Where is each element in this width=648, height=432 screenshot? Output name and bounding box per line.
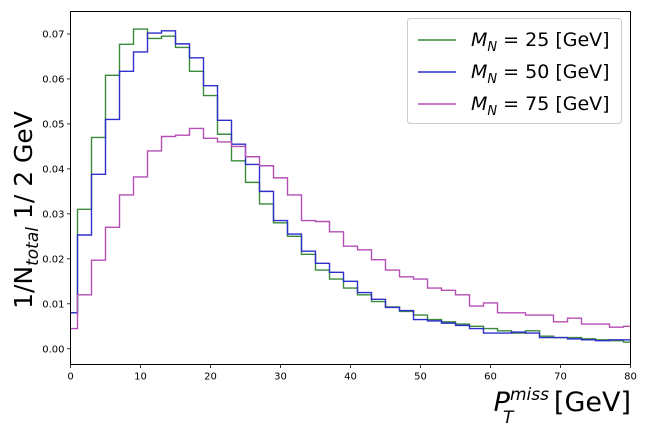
x-axis-label: Pmiss T [GeV] xyxy=(494,385,631,428)
y-tick-label-0.06: 0.06 xyxy=(42,74,64,85)
legend-label-mn50: MN = 50 [GeV] xyxy=(471,61,610,87)
legend-label-mn75: MN = 75 [GeV] xyxy=(471,93,610,119)
series-layer xyxy=(70,28,631,343)
y-tick-label-0.02: 0.02 xyxy=(42,254,64,265)
x-tick-label-10: 10 xyxy=(134,372,147,383)
legend-entry-mn50: MN = 50 [GeV] xyxy=(418,61,610,87)
x-tick-label-30: 30 xyxy=(274,372,287,383)
legend-box xyxy=(407,18,622,124)
x-tick-label-0: 0 xyxy=(67,372,73,383)
y-tick-label-0.07: 0.07 xyxy=(42,29,64,40)
x-tick-label-60: 60 xyxy=(484,372,497,383)
y-axis-label: 1/Ntotal 1/ 2 GeV xyxy=(9,111,43,309)
y-tick-label-0.00: 0.00 xyxy=(42,344,64,355)
legend-entry-mn25: MN = 25 [GeV] xyxy=(418,29,610,55)
y-tick-label-0.01: 0.01 xyxy=(42,299,64,310)
legend-entry-mn75: MN = 75 [GeV] xyxy=(418,93,610,119)
x-tick-label-40: 40 xyxy=(344,372,357,383)
x-tick-label-50: 50 xyxy=(414,372,427,383)
legend: MN = 25 [GeV] MN = 50 [GeV] MN = 75 [GeV… xyxy=(407,18,622,124)
series-line-2 xyxy=(70,127,631,330)
legend-label-mn25: MN = 25 [GeV] xyxy=(471,29,610,55)
x-tick-label-70: 70 xyxy=(554,372,567,383)
x-axis: 0 10 20 30 40 50 60 70 80 xyxy=(67,364,637,383)
y-tick-label-0.04: 0.04 xyxy=(42,164,64,175)
y-axis: 0.00 0.01 0.02 0.03 0.04 0.05 0.06 0.07 xyxy=(42,29,71,355)
y-tick-label-0.05: 0.05 xyxy=(42,119,64,130)
series-line-0 xyxy=(70,28,631,343)
x-tick-label-20: 20 xyxy=(204,372,217,383)
x-tick-label-80: 80 xyxy=(624,372,637,383)
series-line-1 xyxy=(70,30,631,342)
y-tick-label-0.03: 0.03 xyxy=(42,209,64,220)
